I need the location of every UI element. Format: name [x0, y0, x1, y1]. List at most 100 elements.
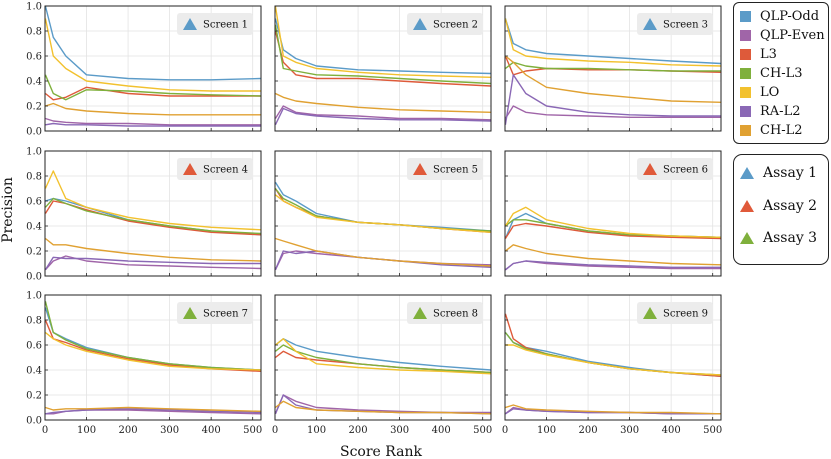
- series-line-ch-l2: [505, 404, 722, 415]
- screen-title: Screen 5: [433, 165, 478, 176]
- x-tick-label: 100: [77, 425, 96, 436]
- series-line-lo: [504, 18, 722, 67]
- panel-screen-2: Screen 2: [274, 5, 492, 132]
- x-tick-label: 0: [502, 425, 508, 436]
- series-line-ch-l3: [44, 74, 262, 101]
- triangle-icon: [183, 18, 197, 30]
- screen-title: Screen 7: [203, 309, 248, 320]
- series-line-lo: [44, 170, 262, 231]
- series-line-ch-l2: [44, 237, 262, 262]
- triangle-icon: [643, 163, 657, 175]
- x-tick-label: 400: [662, 425, 681, 436]
- x-tick-label: 300: [620, 425, 639, 436]
- series-line-qlp-even: [44, 255, 262, 271]
- panel-screen-1: 0.0 0.2 0.4 0.6 0.8 1.0 Screen 1: [26, 2, 262, 138]
- series-line-lo: [274, 338, 492, 375]
- panel-screen-6: Screen 6: [504, 150, 722, 277]
- screen-badge: Screen 1: [177, 13, 253, 35]
- x-tick-label: 200: [349, 425, 368, 436]
- legend-label: QLP-Even: [760, 27, 825, 43]
- panel-screen-3: Screen 3: [504, 5, 722, 132]
- legend-swatch: [740, 48, 751, 60]
- series-line-qlp-odd: [274, 18, 492, 75]
- y-tick-label: 1.0: [26, 147, 42, 158]
- series-line-qlp-even: [274, 394, 491, 415]
- y-tick-label: 0.8: [26, 172, 42, 183]
- triangle-icon: [740, 200, 754, 212]
- y-tick-label: 0.4: [26, 366, 42, 377]
- x-tick-label: 0: [42, 425, 48, 436]
- screen-title: Screen 4: [203, 165, 248, 176]
- screen-title: Screen 9: [663, 309, 708, 320]
- triangle-icon: [183, 163, 197, 175]
- series-line-lo: [274, 5, 492, 78]
- series-line-lo: [44, 18, 261, 92]
- screen-badge: Screen 5: [407, 158, 483, 180]
- legend-item-ra-l2: RA-L2: [740, 102, 800, 120]
- x-tick-label: 200: [579, 425, 598, 436]
- legend-item-lo: LO: [740, 83, 779, 101]
- series-line-ra-l2: [45, 122, 261, 127]
- y-tick-label: 0.8: [26, 316, 42, 327]
- plot-frame: [44, 294, 262, 421]
- series-line-ra-l2: [504, 74, 721, 125]
- x-tick-label: 200: [119, 425, 138, 436]
- series-line-qlp-even: [274, 105, 492, 121]
- panel-screen-7: 0 100 200 300 400 500 0.0 0.2 0.4 0.6 0.8 1.0 Screen…: [26, 291, 262, 437]
- series-line-lo: [504, 206, 722, 238]
- screen-title: Screen 3: [663, 20, 708, 31]
- series-line-qlp-odd: [274, 181, 492, 232]
- series-line-ch-l2: [504, 244, 722, 266]
- series-line-lo: [505, 344, 722, 376]
- series-line-qlp-even: [274, 250, 492, 271]
- triangle-icon: [413, 163, 427, 175]
- series-line-qlp-even: [504, 105, 721, 119]
- legend-swatch: [740, 10, 751, 22]
- legend-label: LO: [760, 84, 780, 100]
- screen-title: Screen 8: [433, 309, 478, 320]
- legend-label: L3: [760, 46, 777, 62]
- panel-screen-5: Screen 5: [274, 150, 492, 277]
- plot-frame: [504, 150, 722, 277]
- screen-title: Screen 2: [433, 20, 478, 31]
- y-tick-label: 0.4: [26, 222, 42, 233]
- triangle-icon: [643, 18, 657, 30]
- screen-badge: Screen 6: [637, 158, 713, 180]
- series-line-ch-l2: [504, 55, 722, 103]
- y-tick-label: 0.2: [26, 391, 42, 402]
- y-tick-label: 0.6: [26, 197, 42, 208]
- series-line-ch-l3: [274, 344, 492, 374]
- plot-frame: [274, 294, 492, 421]
- y-tick-label: 0.4: [26, 77, 42, 88]
- series-line-ch-l3: [274, 188, 492, 232]
- series-line-ch-l3: [504, 61, 721, 72]
- x-tick-label: 500: [473, 425, 492, 436]
- y-tick-label: 0.2: [26, 102, 42, 113]
- series-line-ch-l2: [45, 406, 262, 412]
- legend-label: Assay 3: [763, 230, 818, 246]
- series-line-qlp-odd: [44, 5, 262, 81]
- y-axis-label: Precision: [0, 177, 16, 243]
- panels: 0.0 0.2 0.4 0.6 0.8 1.0 Screen 1 Screen 2 Screen…: [26, 2, 722, 437]
- y-tick-label: 0.8: [26, 27, 42, 38]
- series-line-ra-l2: [505, 408, 721, 415]
- legend-label: Assay 2: [763, 198, 818, 214]
- legend-item-assay-1: Assay 1: [740, 164, 817, 182]
- screen-badge: Screen 9: [637, 302, 713, 324]
- screen-badge: Screen 4: [177, 158, 253, 180]
- legend-label: CH-L3: [760, 65, 803, 81]
- y-tick-label: 0.2: [26, 247, 42, 258]
- series-line-ra-l2: [44, 256, 261, 271]
- triangle-icon: [183, 307, 197, 319]
- legend-label: CH-L2: [760, 122, 803, 138]
- legend-swatch: [740, 29, 751, 41]
- legend-item-ch-l2: CH-L2: [740, 121, 803, 139]
- legend-swatch: [740, 105, 751, 117]
- plot-frame: [274, 5, 492, 132]
- series-line-ch-l3: [44, 197, 262, 235]
- x-tick-label: 400: [202, 425, 221, 436]
- assay-legend: Assay 1 Assay 2 Assay 3: [733, 154, 829, 265]
- series-line-ch-l2: [275, 92, 492, 113]
- x-tick-label: 300: [160, 425, 179, 436]
